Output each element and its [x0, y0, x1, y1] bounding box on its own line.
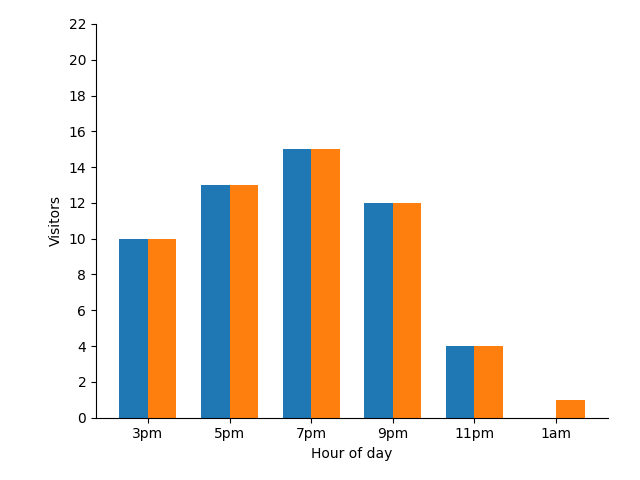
Bar	[311, 149, 340, 418]
Bar	[474, 346, 503, 418]
Bar	[393, 203, 421, 418]
Bar	[230, 185, 258, 418]
Bar	[201, 185, 230, 418]
Bar	[119, 239, 148, 418]
Bar	[556, 400, 585, 418]
Y-axis label: Visitors: Visitors	[49, 195, 63, 246]
Bar	[148, 239, 177, 418]
Bar	[446, 346, 474, 418]
X-axis label: Hour of day: Hour of day	[311, 447, 393, 461]
Bar	[364, 203, 393, 418]
Bar	[283, 149, 311, 418]
